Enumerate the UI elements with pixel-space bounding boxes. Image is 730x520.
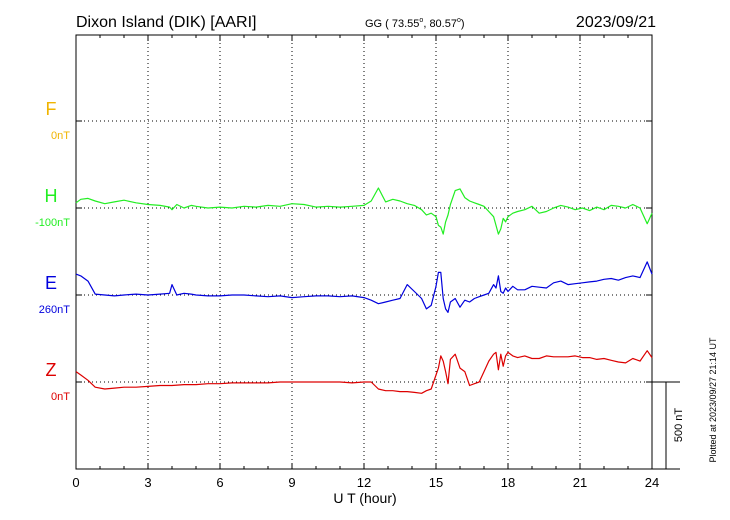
panel-offset-E: 260nT <box>39 304 70 316</box>
x-tick-label-12: 12 <box>357 475 371 490</box>
x-tick-label-3: 3 <box>144 475 151 490</box>
x-tick-label-21: 21 <box>573 475 587 490</box>
panel-name-F: F <box>46 99 57 119</box>
x-tick-label-6: 6 <box>216 475 223 490</box>
date-label: 2023/09/21 <box>576 14 656 31</box>
grid-lines <box>76 35 652 469</box>
coords-lon: , 80.57 <box>423 18 457 30</box>
panel-name-Z: Z <box>46 360 57 380</box>
x-tick-label-15: 15 <box>429 475 443 490</box>
x-axis: 0 3 6 9 12 15 18 21 24 <box>72 35 659 490</box>
station-title: Dixon Island (DIK) [AARI] <box>76 14 257 31</box>
coordinates-label: GG ( 73.55o, 80.57o) <box>365 17 465 30</box>
coords-lat-sup: o <box>419 17 423 24</box>
plotted-at-label: Plotted at 2023/09/27 21:14 UT <box>708 337 718 463</box>
series-line-E <box>75 261 653 313</box>
scale-bar: 500 nT <box>652 381 685 470</box>
series-line-Z <box>75 350 653 394</box>
coords-lat: GG ( 73.55 <box>365 18 419 30</box>
scale-bar-label: 500 nT <box>673 408 685 443</box>
panel-offset-H: -100nT <box>35 217 70 229</box>
panel-labels: F 0nT H -100nT E 260nT Z 0nT <box>35 99 70 403</box>
coords-lon-sup: o <box>457 17 461 24</box>
x-tick-label-24: 24 <box>645 475 659 490</box>
x-axis-label: U T (hour) <box>333 490 396 506</box>
x-tick-label-9: 9 <box>288 475 295 490</box>
panel-name-E: E <box>45 273 57 293</box>
x-tick-label-0: 0 <box>72 475 79 490</box>
coords-end: ) <box>461 18 465 30</box>
series-line-H <box>75 187 653 235</box>
series-lines <box>75 187 653 394</box>
x-tick-label-18: 18 <box>501 475 515 490</box>
panel-name-H: H <box>45 186 58 206</box>
panel-offset-F: 0nT <box>51 130 70 142</box>
panel-offset-Z: 0nT <box>51 391 70 403</box>
